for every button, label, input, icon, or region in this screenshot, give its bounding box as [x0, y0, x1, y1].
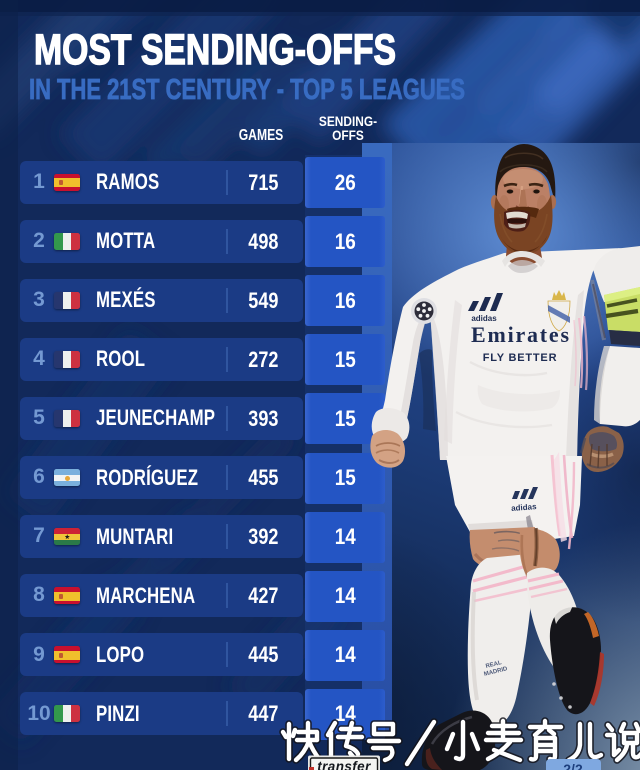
svg-text:REAL: REAL	[485, 660, 503, 670]
svg-text:FLY BETTER: FLY BETTER	[483, 352, 558, 364]
svg-text:Emirates: Emirates	[471, 322, 569, 347]
svg-text:adidas: adidas	[471, 314, 497, 323]
svg-text:adidas: adidas	[511, 502, 537, 513]
svg-text:2/2: 2/2	[563, 761, 583, 770]
svg-text:transfer: transfer	[317, 759, 371, 770]
svg-text:MADRID: MADRID	[483, 666, 508, 678]
